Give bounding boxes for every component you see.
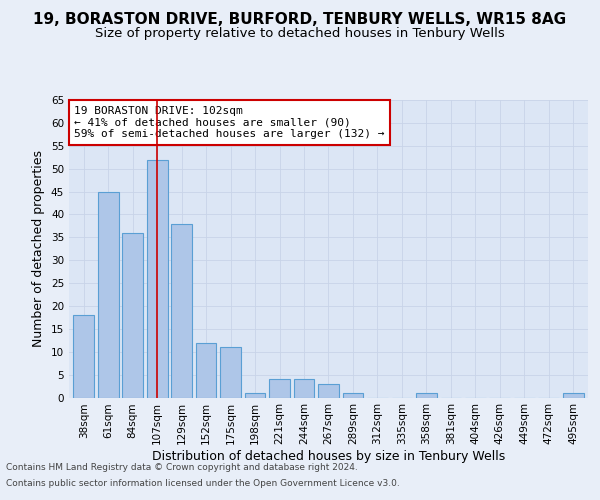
Bar xyxy=(269,379,290,398)
Text: 19 BORASTON DRIVE: 102sqm
← 41% of detached houses are smaller (90)
59% of semi-: 19 BORASTON DRIVE: 102sqm ← 41% of detac… xyxy=(74,106,385,139)
Bar xyxy=(318,384,339,398)
Bar xyxy=(220,347,241,398)
X-axis label: Distribution of detached houses by size in Tenbury Wells: Distribution of detached houses by size … xyxy=(152,450,505,463)
Text: Contains public sector information licensed under the Open Government Licence v3: Contains public sector information licen… xyxy=(6,478,400,488)
Bar xyxy=(293,379,314,398)
Bar xyxy=(98,192,119,398)
Bar xyxy=(245,393,265,398)
Text: Contains HM Land Registry data © Crown copyright and database right 2024.: Contains HM Land Registry data © Crown c… xyxy=(6,464,358,472)
Bar xyxy=(343,393,364,398)
Bar xyxy=(171,224,192,398)
Text: Size of property relative to detached houses in Tenbury Wells: Size of property relative to detached ho… xyxy=(95,28,505,40)
Bar xyxy=(122,232,143,398)
Text: 19, BORASTON DRIVE, BURFORD, TENBURY WELLS, WR15 8AG: 19, BORASTON DRIVE, BURFORD, TENBURY WEL… xyxy=(34,12,566,28)
Y-axis label: Number of detached properties: Number of detached properties xyxy=(32,150,46,348)
Bar xyxy=(73,315,94,398)
Bar xyxy=(147,160,167,398)
Bar xyxy=(563,393,584,398)
Bar xyxy=(416,393,437,398)
Bar xyxy=(196,342,217,398)
